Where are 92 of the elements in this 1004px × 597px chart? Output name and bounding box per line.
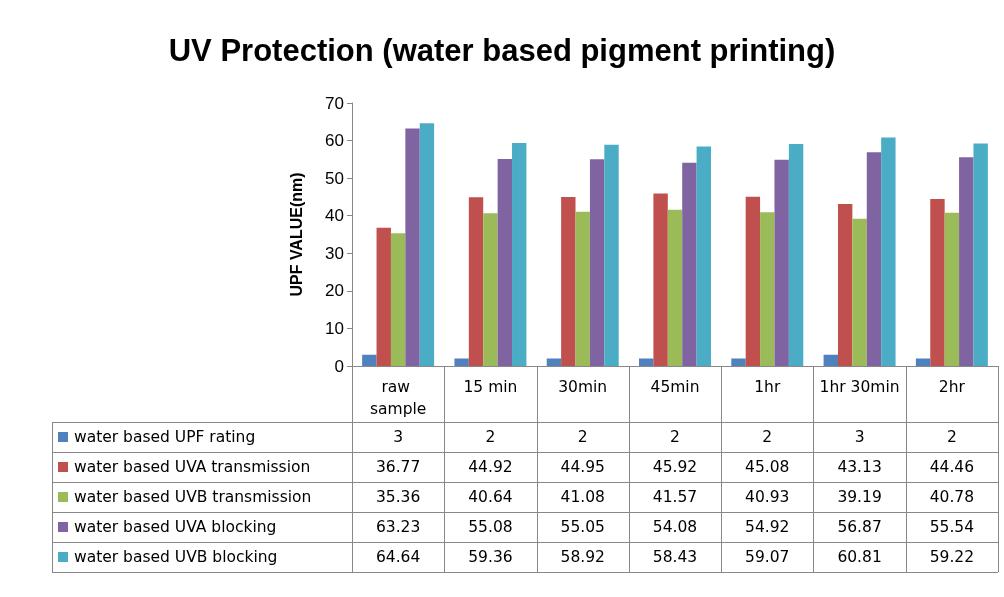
y-tick-label: 40: [325, 206, 344, 226]
bar: [589, 159, 605, 366]
data-label: 2: [576, 427, 589, 448]
bar: [512, 142, 527, 366]
x-tick-label: 1hr: [754, 378, 781, 396]
data-label: 60.81: [836, 547, 883, 568]
data-label: 54.92: [744, 517, 791, 538]
data-label: 56.87: [836, 517, 883, 538]
bar: [930, 198, 945, 366]
bar: [419, 123, 435, 366]
bar: [667, 209, 683, 366]
x-tick-label: 1hr 30min: [819, 378, 900, 396]
y-tick-label: 30: [325, 243, 344, 263]
x-tick-label: 15 min: [463, 378, 518, 396]
bar: [682, 162, 697, 366]
data-label: 55.05: [559, 517, 606, 538]
data-label: 3: [392, 427, 405, 448]
bar: [454, 358, 469, 366]
y-tick-label: 0: [334, 356, 344, 376]
y-tick-label: 70: [325, 93, 344, 113]
bar: [561, 197, 576, 366]
data-label: 59.22: [928, 547, 976, 568]
data-label: 36.77: [374, 457, 422, 478]
data-label: 43.13: [836, 457, 883, 478]
bar: [483, 213, 498, 366]
bar: [837, 203, 853, 366]
data-label: 54.08: [651, 517, 699, 538]
y-axis-title: UPF VALUE(nm): [287, 172, 305, 297]
legend-label: water based UVB transmission: [74, 488, 312, 506]
data-label: 41.08: [559, 487, 606, 508]
data-label: 35.36: [374, 487, 422, 508]
bar: [497, 159, 513, 366]
data-label: 3: [853, 427, 866, 448]
bar: [852, 218, 867, 366]
data-label: 63.23: [374, 517, 422, 538]
data-label: 40.64: [467, 487, 514, 508]
x-tick-label: 30min: [558, 378, 608, 396]
bar: [639, 358, 654, 366]
x-tick-label: 45min: [650, 378, 700, 396]
bar: [653, 193, 668, 366]
y-tick-label: 60: [325, 131, 344, 151]
bar: [788, 144, 804, 366]
bar: [575, 211, 590, 366]
data-label: 2: [669, 427, 681, 448]
data-label: 41.57: [651, 487, 699, 508]
bar: [362, 354, 377, 366]
data-label: 2: [945, 427, 958, 448]
bar: [604, 144, 619, 366]
y-tick-label: 50: [325, 168, 344, 188]
bar: [405, 128, 420, 366]
y-tick-label: 20: [325, 281, 344, 301]
data-label: 39.19: [836, 487, 883, 508]
bar: [881, 137, 896, 366]
bar: [823, 354, 838, 366]
data-label: 59.36: [467, 547, 514, 568]
bar: [866, 152, 882, 366]
data-label: 40.93: [744, 487, 791, 508]
data-label: 55.54: [928, 517, 976, 538]
data-label: 44.92: [467, 457, 514, 478]
bar: [944, 212, 960, 366]
x-tick-label: raw sample: [369, 378, 427, 418]
chart-title: UV Protection (water based pigment printing): [168, 33, 836, 68]
bar: [696, 146, 711, 366]
legend-label: water based UVA transmission: [74, 458, 311, 476]
bar: [468, 197, 484, 366]
data-label: 45.92: [651, 457, 699, 478]
x-tick-label: 2hr: [938, 378, 966, 396]
bar: [390, 233, 406, 366]
y-tick-label: 10: [325, 318, 344, 338]
data-label: 44.95: [559, 457, 606, 478]
bar: [959, 157, 974, 366]
data-label: 2: [484, 427, 497, 448]
bar: [760, 212, 775, 366]
data-label: 44.46: [928, 457, 976, 478]
data-label: 59.07: [744, 547, 791, 568]
legend-label: water based UVB blocking: [74, 548, 278, 566]
data-label: 40.78: [928, 487, 976, 508]
data-label: 55.08: [467, 517, 514, 538]
bar: [774, 159, 789, 366]
data-label: 58.92: [559, 547, 606, 568]
bar: [546, 358, 562, 366]
legend-label: water based UVA blocking: [74, 518, 277, 536]
data-label: 64.64: [374, 547, 422, 568]
bar: [973, 143, 988, 366]
data-label: 58.43: [651, 547, 699, 568]
bar: [731, 358, 746, 366]
legend-label: water based UPF rating: [74, 428, 256, 446]
bar: [915, 358, 931, 366]
data-label: 45.08: [744, 457, 791, 478]
bar: [745, 196, 761, 366]
data-label: 2: [761, 427, 774, 448]
bar: [376, 227, 391, 366]
